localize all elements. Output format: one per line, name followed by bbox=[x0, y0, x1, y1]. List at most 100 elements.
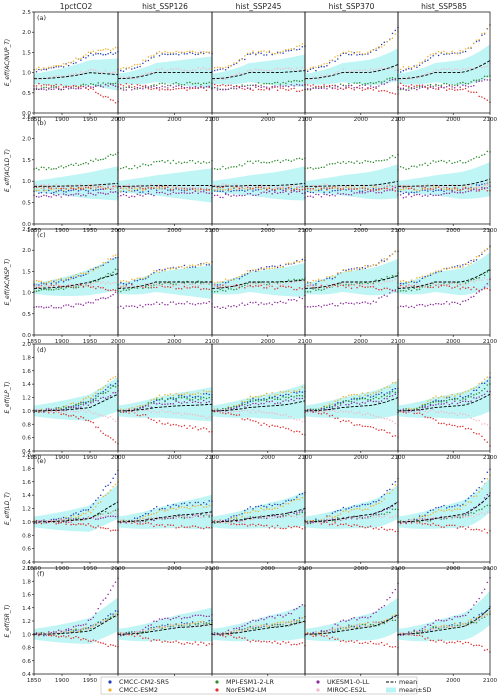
point-UKESM1-0-LL bbox=[405, 305, 407, 307]
point-MPI-ESM1-2-LR bbox=[326, 164, 328, 166]
point-CMCC-ESM2 bbox=[470, 46, 472, 49]
point-NorESM2-LM bbox=[389, 288, 391, 291]
point-CMCC-CM2-SR5 bbox=[104, 53, 107, 56]
point-MPI-ESM1-2-LR bbox=[252, 400, 254, 402]
point-CMCC-CM2-SR5 bbox=[399, 71, 402, 73]
point-MIROC-ES2L bbox=[290, 415, 293, 418]
point-MIROC-ES2L bbox=[378, 67, 380, 70]
point-MIROC-ES2L bbox=[445, 284, 448, 286]
x-tick-label: 2100 bbox=[298, 339, 313, 345]
series-MPI-ESM1-2-LR bbox=[33, 151, 119, 171]
point-UKESM1-0-LL bbox=[167, 193, 169, 196]
point-MIROC-ES2L bbox=[50, 286, 53, 289]
point-MIROC-ES2L bbox=[296, 419, 298, 421]
point-NorESM2-LM bbox=[99, 286, 102, 289]
point-CMCC-ESM2 bbox=[361, 186, 364, 188]
point-MIROC-ES2L bbox=[48, 519, 50, 522]
point-CMCC-ESM2 bbox=[356, 393, 358, 396]
point-NorESM2-LM bbox=[323, 84, 325, 86]
point-MPI-ESM1-2-LR bbox=[456, 83, 459, 85]
point-MIROC-ES2L bbox=[35, 183, 38, 186]
point-UKESM1-0-LL bbox=[244, 406, 246, 408]
point-MPI-ESM1-2-LR bbox=[481, 154, 483, 156]
point-NorESM2-LM bbox=[369, 425, 372, 428]
point-MIROC-ES2L bbox=[186, 70, 188, 72]
point-CMCC-ESM2 bbox=[279, 266, 282, 268]
y-tick-label: 0.0 bbox=[22, 111, 31, 117]
point-MPI-ESM1-2-LR bbox=[219, 288, 221, 291]
point-UKESM1-0-LL bbox=[470, 85, 472, 88]
point-MIROC-ES2L bbox=[451, 411, 453, 414]
point-CMCC-CM2-SR5 bbox=[432, 55, 434, 57]
point-CMCC-ESM2 bbox=[405, 68, 407, 70]
point-UKESM1-0-LL bbox=[309, 195, 312, 197]
point-CMCC-CM2-SR5 bbox=[99, 188, 102, 190]
point-MIROC-ES2L bbox=[169, 516, 172, 519]
point-MIROC-ES2L bbox=[367, 412, 369, 414]
point-MIROC-ES2L bbox=[87, 516, 90, 519]
point-UKESM1-0-LL bbox=[208, 400, 210, 403]
point-MIROC-ES2L bbox=[323, 410, 325, 412]
point-CMCC-CM2-SR5 bbox=[224, 282, 227, 284]
point-NorESM2-LM bbox=[367, 188, 369, 191]
point-MPI-ESM1-2-LR bbox=[328, 163, 331, 165]
point-UKESM1-0-LL bbox=[429, 193, 432, 195]
point-MIROC-ES2L bbox=[224, 411, 227, 413]
point-UKESM1-0-LL bbox=[216, 305, 219, 308]
point-NorESM2-LM bbox=[342, 88, 345, 91]
point-CMCC-ESM2 bbox=[53, 281, 55, 284]
point-MPI-ESM1-2-LR bbox=[276, 282, 279, 284]
point-NorESM2-LM bbox=[112, 439, 114, 441]
point-UKESM1-0-LL bbox=[282, 301, 284, 304]
point-MIROC-ES2L bbox=[383, 417, 386, 420]
point-UKESM1-0-LL bbox=[328, 194, 331, 197]
y-axis-label: E_eff(AC/LD_T) bbox=[5, 149, 11, 192]
point-UKESM1-0-LL bbox=[328, 86, 331, 88]
point-MIROC-ES2L bbox=[405, 78, 407, 80]
point-CMCC-ESM2 bbox=[120, 190, 122, 192]
point-UKESM1-0-LL bbox=[150, 406, 152, 408]
point-CMCC-CM2-SR5 bbox=[197, 53, 199, 55]
point-MPI-ESM1-2-LR bbox=[285, 158, 287, 161]
point-NorESM2-LM bbox=[219, 286, 221, 289]
point-MPI-ESM1-2-LR bbox=[356, 160, 358, 162]
panel-frame bbox=[397, 116, 491, 225]
point-UKESM1-0-LL bbox=[125, 522, 128, 524]
point-MIROC-ES2L bbox=[107, 185, 109, 188]
point-MPI-ESM1-2-LR bbox=[213, 168, 216, 170]
point-CMCC-CM2-SR5 bbox=[50, 192, 53, 194]
point-MIROC-ES2L bbox=[183, 69, 186, 71]
point-UKESM1-0-LL bbox=[72, 194, 75, 196]
point-CMCC-ESM2 bbox=[413, 66, 415, 68]
point-MIROC-ES2L bbox=[114, 71, 117, 73]
point-MIROC-ES2L bbox=[172, 284, 175, 287]
point-UKESM1-0-LL bbox=[45, 306, 48, 309]
point-CMCC-CM2-SR5 bbox=[255, 189, 257, 191]
point-NorESM2-LM bbox=[172, 88, 175, 91]
series-MIROC-ES2L bbox=[304, 278, 399, 288]
point-MIROC-ES2L bbox=[386, 280, 388, 282]
point-NorESM2-LM bbox=[464, 427, 467, 430]
series-MIROC-ES2L bbox=[397, 183, 491, 189]
point-MPI-ESM1-2-LR bbox=[95, 84, 97, 86]
point-UKESM1-0-LL bbox=[345, 301, 347, 304]
point-MIROC-ES2L bbox=[389, 187, 391, 190]
point-CMCC-ESM2 bbox=[293, 261, 295, 263]
point-NorESM2-LM bbox=[131, 283, 133, 286]
point-CMCC-CM2-SR5 bbox=[87, 270, 90, 273]
point-CMCC-ESM2 bbox=[389, 184, 391, 187]
point-MIROC-ES2L bbox=[194, 284, 197, 287]
point-MPI-ESM1-2-LR bbox=[375, 279, 377, 281]
point-CMCC-ESM2 bbox=[342, 51, 345, 54]
point-NorESM2-LM bbox=[320, 413, 323, 415]
point-UKESM1-0-LL bbox=[144, 303, 147, 306]
point-MIROC-ES2L bbox=[95, 281, 97, 284]
point-CMCC-CM2-SR5 bbox=[202, 52, 205, 55]
point-MPI-ESM1-2-LR bbox=[478, 277, 480, 279]
point-UKESM1-0-LL bbox=[35, 88, 38, 91]
point-UKESM1-0-LL bbox=[408, 306, 410, 309]
point-CMCC-CM2-SR5 bbox=[470, 259, 472, 262]
point-NorESM2-LM bbox=[70, 286, 72, 289]
point-NorESM2-LM bbox=[72, 414, 75, 416]
point-CMCC-ESM2 bbox=[144, 188, 147, 191]
